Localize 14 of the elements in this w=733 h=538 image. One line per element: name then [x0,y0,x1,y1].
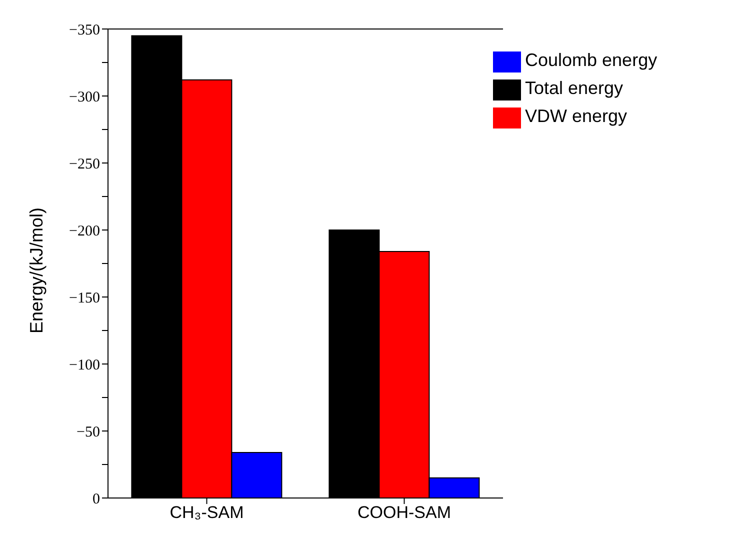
x-tick-label: COOH-SAM [358,503,451,522]
y-tick-label: 0 [92,491,100,508]
x-tick-label: CH₃-SAM [170,503,244,522]
y-tick-label: −200 [69,223,100,240]
legend-label: VDW energy [525,106,628,126]
y-tick-label: −50 [76,424,100,440]
y-axis-title: Energy/(kJ/mol) [26,207,46,334]
y-tick-label: −350 [69,22,100,38]
legend-label: Total energy [525,78,624,98]
y-tick-label: −150 [69,290,100,306]
y-tick-label: −300 [69,89,100,106]
y-tick-label: −100 [69,357,100,374]
y-tick-label: −250 [69,156,100,172]
legend-label: Coulomb energy [525,50,658,70]
